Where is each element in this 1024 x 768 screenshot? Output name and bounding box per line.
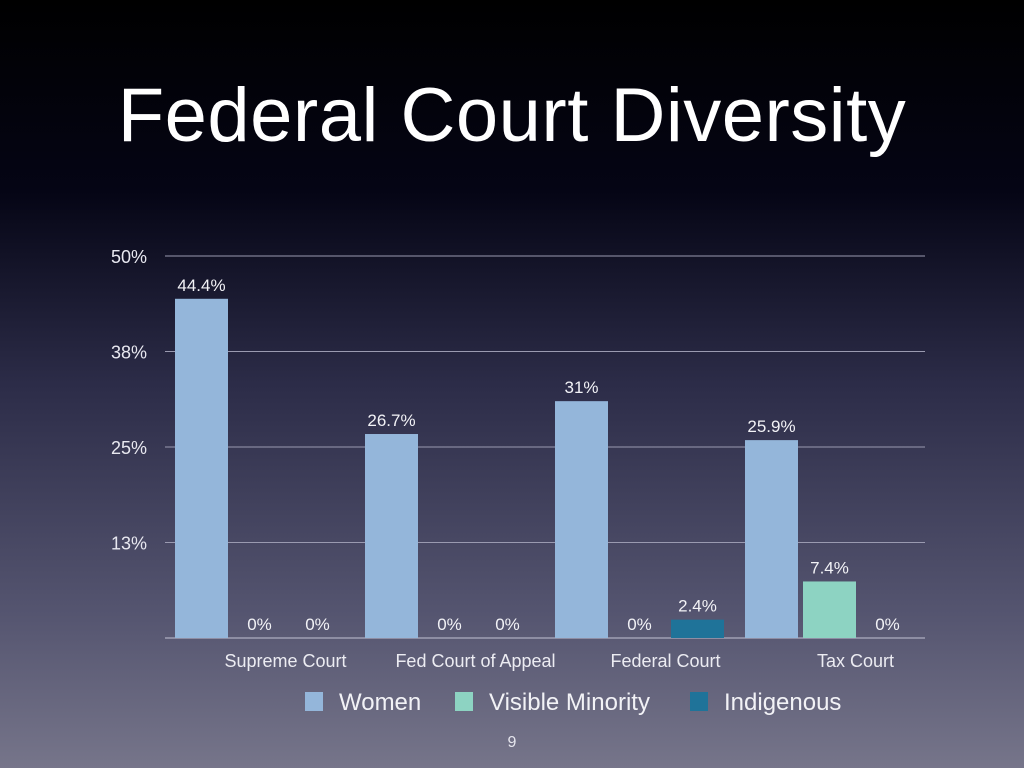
data-label: 31% — [564, 378, 598, 397]
legend-swatch — [305, 692, 323, 711]
category-label: Tax Court — [817, 651, 894, 671]
data-label: 7.4% — [810, 558, 849, 577]
y-tick-label: 38% — [111, 343, 147, 363]
bar-women — [365, 434, 418, 638]
bar-women — [175, 298, 228, 638]
legend-label: Visible Minority — [489, 689, 650, 716]
bar-visible-minority — [803, 581, 856, 638]
category-label: Federal Court — [610, 651, 720, 671]
data-label: 0% — [437, 615, 462, 634]
data-label: 44.4% — [177, 276, 225, 295]
data-label: 2.4% — [678, 597, 717, 616]
legend-swatch — [690, 692, 708, 711]
data-label: 0% — [627, 615, 652, 634]
data-label: 26.7% — [367, 411, 415, 430]
legend-label: Women — [339, 689, 421, 716]
y-tick-label: 13% — [111, 534, 147, 554]
bar-indigenous — [671, 619, 724, 638]
data-label: 0% — [305, 615, 330, 634]
category-label: Supreme Court — [224, 651, 346, 671]
slide-title: Federal Court Diversity — [117, 73, 907, 158]
y-tick-label: 25% — [111, 438, 147, 458]
data-label: 0% — [495, 615, 520, 634]
category-label: Fed Court of Appeal — [395, 651, 555, 671]
bar-women — [745, 440, 798, 638]
data-label: 25.9% — [747, 417, 795, 436]
data-label: 0% — [247, 615, 272, 634]
y-tick-label: 50% — [111, 247, 147, 267]
bar-women — [555, 401, 608, 638]
legend-swatch — [455, 692, 473, 711]
page-number: 9 — [507, 734, 517, 751]
legend-label: Indigenous — [724, 689, 841, 716]
data-label: 0% — [875, 615, 900, 634]
